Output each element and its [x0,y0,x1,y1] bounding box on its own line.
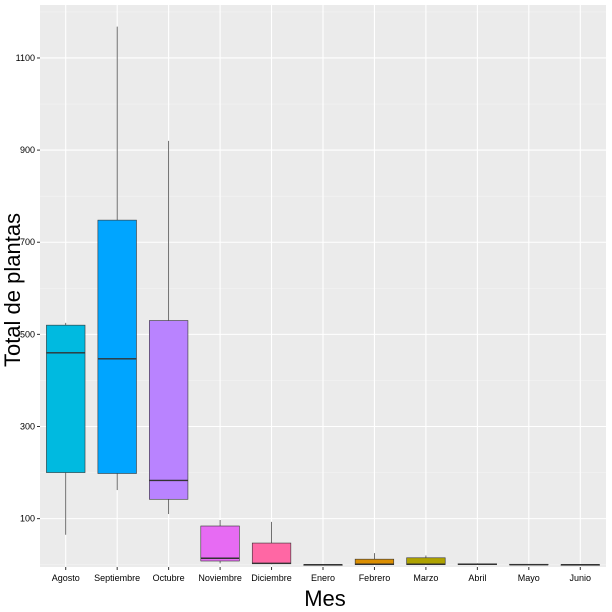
x-tick-label: Mayo [518,573,540,583]
box-febrero [354,553,395,565]
box-abril [457,563,497,565]
box-body [149,320,189,500]
y-tick-label: 900 [20,145,35,155]
x-tick-label: Marzo [413,573,438,583]
y-tick-label: 300 [20,422,35,432]
x-tick-label: Febrero [359,573,391,583]
box-enero [303,563,343,566]
box-mayo [509,563,549,566]
box-junio [560,563,600,566]
x-tick-label: Agosto [52,573,80,583]
tick-labels: 100 300 500 700 900 1100 Agosto Septiembre Octub… [16,53,591,583]
y-axis-title: Total de plantas [0,213,25,367]
x-tick-label: Enero [311,573,335,583]
box-body [251,542,292,565]
x-axis-title: Mes [304,586,346,611]
axis-ticks [37,57,581,570]
box-body [97,219,137,474]
x-tick-label: Septiembre [94,573,140,583]
box-marzo [406,555,446,565]
y-tick-label: 1100 [16,53,35,63]
box-octubre [149,140,189,515]
y-tick-label: 100 [20,514,35,524]
box-body [46,324,86,473]
box-diciembre [251,521,292,565]
y-tick-label: 700 [20,237,35,247]
boxes [46,26,600,566]
x-tick-label: Noviembre [198,573,242,583]
box-septiembre [97,26,137,491]
box-body [200,525,240,562]
box-agosto [46,322,86,535]
box-noviembre [200,520,240,564]
y-tick-label: 500 [20,329,35,339]
x-tick-label: Diciembre [251,573,292,583]
x-tick-label: Junio [570,573,592,583]
x-tick-label: Abril [468,573,486,583]
x-tick-label: Octubre [153,573,185,583]
